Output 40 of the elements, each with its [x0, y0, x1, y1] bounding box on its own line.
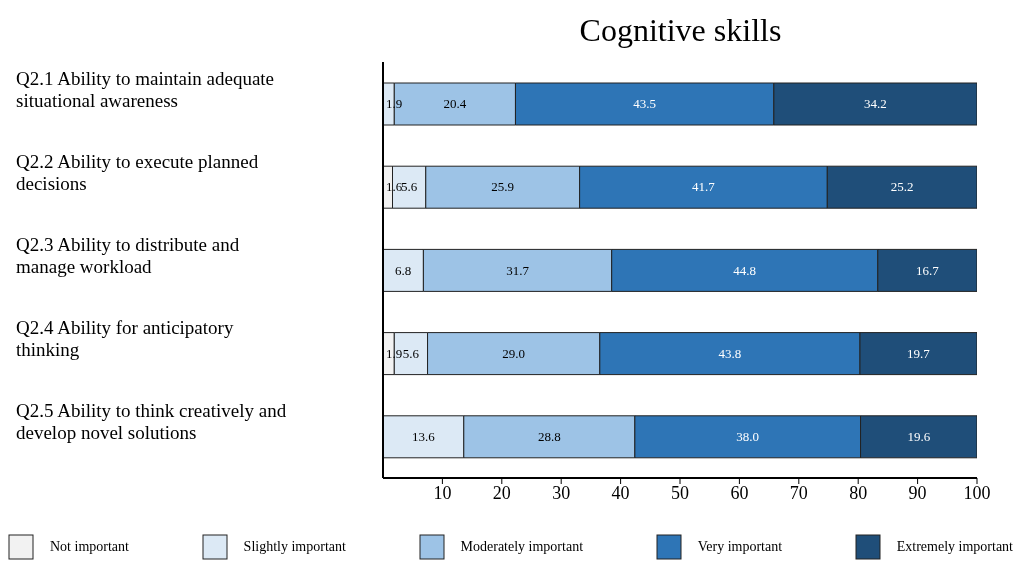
data-label: 41.7	[692, 179, 716, 195]
data-label: 43.8	[718, 345, 742, 361]
data-label: 31.7	[506, 262, 530, 278]
data-label: 44.8	[733, 262, 757, 278]
x-tick-label: 40	[611, 482, 630, 503]
x-tick-label: 100	[963, 482, 991, 503]
x-tick-label: 30	[552, 482, 571, 503]
chart-title: Cognitive skills	[578, 11, 783, 50]
legend-label: Not important	[50, 539, 129, 555]
y-tick-label: Q2.2 Ability to execute planned decisions	[16, 150, 259, 194]
x-tick-label: 20	[492, 482, 511, 503]
data-label: 6.8	[395, 262, 412, 278]
data-label: 19.6	[907, 428, 931, 444]
data-label: 5.6	[402, 345, 420, 361]
legend-label: Very important	[697, 539, 783, 555]
x-tick-label: 50	[671, 482, 689, 503]
data-label: 29.0	[502, 345, 526, 361]
data-label: 13.6	[412, 428, 436, 444]
data-label: 38.0	[736, 428, 760, 444]
y-tick-label: Q2.3 Ability to distribute and manage workload	[16, 234, 240, 277]
y-tick-label: Q2.4 Ability for anticipatory thinking	[16, 317, 234, 361]
y-tick-label: Q2.5 Ability to think creatively and develop novel solutions	[16, 400, 287, 444]
legend-label: Slightly important	[243, 539, 346, 555]
x-tick-label: 60	[730, 482, 749, 503]
legend-label: Extremely important	[896, 539, 1013, 555]
data-label: 25.9	[491, 179, 515, 195]
x-tick-label: 10	[433, 482, 452, 503]
data-label: 5.6	[401, 179, 418, 195]
data-label: 25.2	[890, 179, 914, 195]
x-tick-label: 90	[908, 482, 927, 503]
data-label: 34.2	[864, 96, 887, 112]
data-label: 28.8	[537, 428, 561, 444]
data-label: 20.4	[443, 96, 467, 112]
y-tick-label: Q2.1 Ability to maintain adequate situational awareness	[16, 67, 275, 111]
data-label: 16.7	[916, 262, 940, 278]
x-tick-label: 80	[849, 482, 868, 503]
legend-label: Moderately important	[460, 539, 584, 555]
data-label: 19.7	[907, 345, 931, 361]
x-tick-label: 70	[789, 482, 808, 503]
data-label: 43.5	[633, 96, 657, 112]
